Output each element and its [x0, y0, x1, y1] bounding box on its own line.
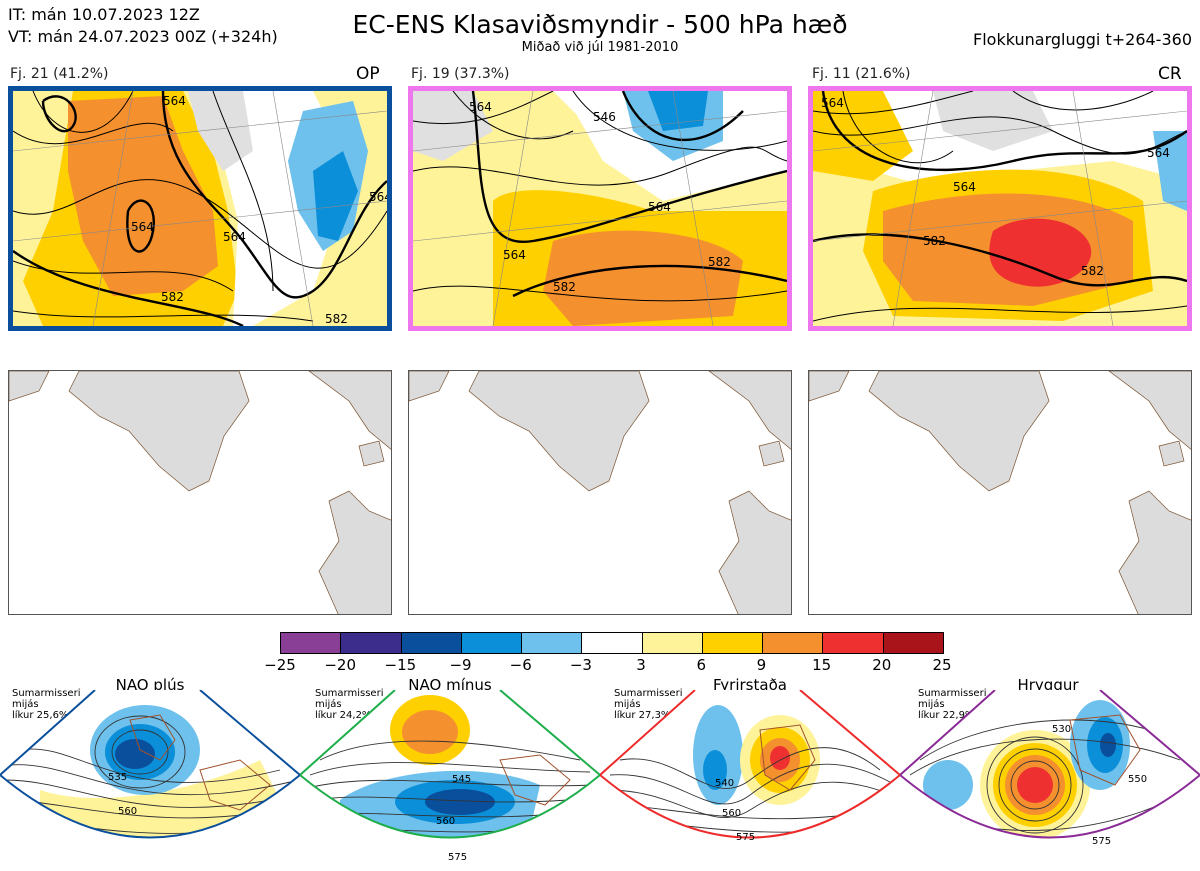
colorbar-tick-label: −15 — [384, 656, 417, 674]
panel-1-contour-label-2: 564 — [223, 230, 246, 244]
panel-2-contour-label-6: 582 — [708, 255, 731, 269]
regime-1-note-line-1: Sumarmisseri — [12, 688, 81, 699]
colorbar-tick-label: −25 — [264, 656, 296, 674]
colorbar-cell — [763, 633, 824, 653]
panel-2-contour-label-5: 582 — [553, 280, 576, 294]
page-subtitle: Miðað við júl 1981-2010 — [521, 40, 679, 55]
panel-3-contour-label-3: 564 — [1147, 146, 1170, 160]
regime-4-note-line-3: líkur 22,9% — [918, 710, 975, 721]
regime-1-title: NAO plús — [115, 676, 185, 694]
regime-1-contour-label-2: 560 — [118, 806, 137, 817]
panel-2-contour-label-1: 564 — [469, 100, 492, 114]
cluster-map-1: 564 564 564 564 582 582 — [8, 86, 392, 331]
header-info: IT: mán 10.07.2023 12Z VT: mán 24.07.202… — [8, 4, 278, 48]
regime-2-contour-label-1: 545 — [452, 774, 471, 785]
colorbar-cell — [642, 633, 703, 653]
regime-4-note-line-2: mijás — [918, 699, 945, 710]
valid-time: VT: mán 24.07.2023 00Z (+324h) — [8, 27, 278, 46]
colorbar-cell — [341, 633, 402, 653]
cluster-map-2: 564 546 564 564 582 582 — [408, 86, 792, 331]
regime-4-contour-label-2: 550 — [1128, 774, 1147, 785]
regime-3-title: Fyrirstaða — [713, 676, 787, 694]
panel-2-contour-label-4: 564 — [503, 248, 526, 262]
regime-3-note-line-3: líkur 27,3% — [614, 710, 671, 721]
panel-2-contour-label-2: 546 — [593, 110, 616, 124]
regime-1-contour-label-1: 535 — [108, 772, 127, 783]
colorbar-tick-label: −20 — [324, 656, 356, 674]
panel-1-tag: OP — [356, 64, 380, 84]
colorbar-tick-label: 6 — [696, 656, 707, 674]
cluster-map-3: 564 564 564 582 582 — [808, 86, 1192, 331]
regime-4-note: Sumarmisseri mijás líkur 22,9% — [918, 688, 986, 721]
regime-2-note-line-3: líkur 24,2% — [315, 710, 372, 721]
colorbar-tick-label: 20 — [872, 656, 892, 674]
regime-2-title: NAO mínus — [408, 676, 492, 694]
colorbar-tick-label: −3 — [569, 656, 592, 674]
panel-3-tag: CR — [1158, 64, 1182, 84]
colorbar-cell — [823, 633, 884, 653]
base-map-3 — [808, 370, 1192, 615]
colorbar-cell — [582, 633, 643, 653]
regime-4-contour-label-3: 575 — [1092, 836, 1111, 847]
colorbar-cell — [461, 633, 523, 653]
colorbar-cell — [883, 633, 943, 653]
regime-2-map: 545 560 575 — [300, 690, 600, 863]
panel-1-contour-label-5: 582 — [161, 290, 184, 304]
colorbar-tick-label: 3 — [636, 656, 646, 674]
classification-window: Flokkunargluggi t+264-360 — [973, 30, 1192, 49]
panel-2-label: Fj. 19 (37.3%) — [411, 66, 510, 82]
colorbar-tick-label: −9 — [449, 656, 472, 674]
regime-3-contour-label-1: 540 — [715, 778, 734, 789]
regime-3-map: 540 560 575 — [600, 690, 900, 843]
regime-1-note-line-3: líkur 25,6% — [12, 710, 69, 721]
panel-1-contour-label-1: 564 — [131, 220, 154, 234]
regime-3-contour-label-3: 575 — [736, 832, 755, 843]
regime-1-map: 535 560 — [0, 690, 300, 839]
page-title: EC-ENS Klasaviðsmyndir - 500 hPa hæð — [352, 10, 848, 39]
colorbar-cell — [522, 633, 583, 653]
regime-2-note: Sumarmisseri mijás líkur 24,2% — [315, 688, 383, 721]
regime-3-note: Sumarmisseri mijás líkur 27,3% — [614, 688, 682, 721]
init-time: IT: mán 10.07.2023 12Z — [8, 5, 200, 24]
panel-3-contour-label-1: 564 — [821, 96, 844, 110]
panel-3-contour-label-4: 582 — [923, 234, 946, 248]
regime-4-note-line-1: Sumarmisseri — [918, 688, 987, 699]
regime-3-note-line-1: Sumarmisseri — [614, 688, 683, 699]
colorbar-cell — [702, 633, 764, 653]
colorbar-tick-label: −6 — [509, 656, 532, 674]
colorbar-cell — [401, 633, 462, 653]
panel-3-contour-label-2: 564 — [953, 180, 976, 194]
panel-1-contour-label-3: 564 — [163, 94, 186, 108]
colorbar-tick-label: 9 — [756, 656, 767, 674]
regime-2-note-line-1: Sumarmisseri — [315, 688, 384, 699]
panel-1-contour-label-4: 564 — [369, 190, 387, 204]
regime-4-contour-label-1: 530 — [1052, 724, 1071, 735]
regime-2-contour-label-2: 560 — [436, 816, 455, 827]
panel-2-contour-label-3: 564 — [648, 200, 671, 214]
regime-2-contour-label-3: 575 — [448, 852, 467, 863]
panel-1-label: Fj. 21 (41.2%) — [10, 66, 109, 82]
colorbar — [280, 632, 944, 654]
regime-2-note-line-2: mijás — [315, 699, 342, 710]
regime-1-note-line-2: mijás — [12, 699, 39, 710]
colorbar-tick-label: 25 — [932, 656, 952, 674]
panel-3-contour-label-5: 582 — [1081, 264, 1104, 278]
regime-1-note: Sumarmisseri mijás líkur 25,6% — [12, 688, 80, 721]
base-map-1 — [8, 370, 392, 615]
regime-3-note-line-2: mijás — [614, 699, 641, 710]
base-map-2 — [408, 370, 792, 615]
panel-3-label: Fj. 11 (21.6%) — [812, 66, 911, 82]
colorbar-cell — [281, 633, 342, 653]
regime-4-title: Hryggur — [1017, 676, 1079, 694]
panel-1-contour-label-6: 582 — [325, 312, 348, 326]
regime-3-contour-label-2: 560 — [722, 808, 741, 819]
regime-4-map: 530 550 575 — [900, 690, 1200, 847]
colorbar-tick-label: 15 — [812, 656, 832, 674]
